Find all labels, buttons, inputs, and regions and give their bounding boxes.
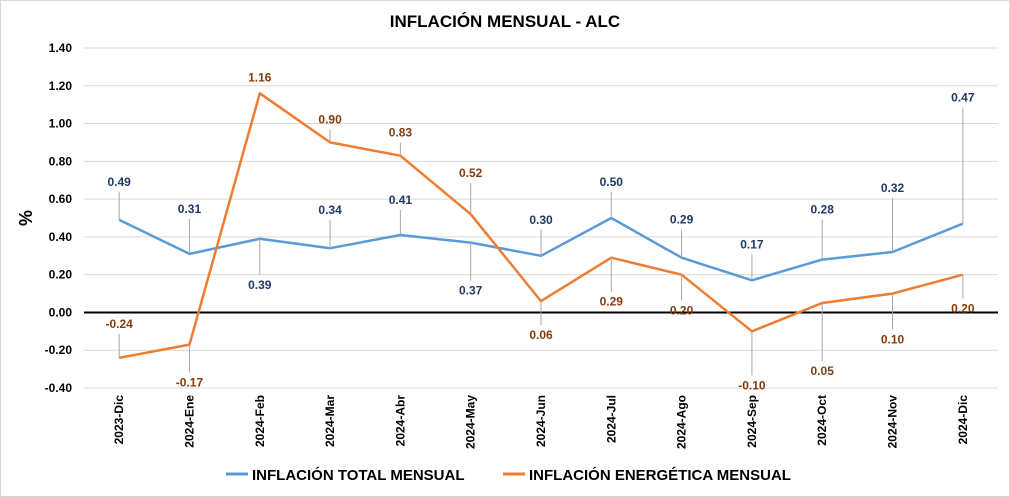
data-label: 0.30 [529, 213, 553, 227]
data-label: 0.52 [459, 166, 483, 180]
x-tick-label: 2023-Dic [112, 395, 126, 445]
data-label: 0.17 [740, 237, 764, 251]
data-label: -0.24 [105, 317, 133, 331]
data-label: 0.50 [600, 175, 624, 189]
data-label: 0.10 [881, 333, 905, 347]
data-label: 0.34 [318, 203, 342, 217]
y-tick-label: 1.00 [49, 117, 73, 131]
data-label: 0.31 [178, 202, 202, 216]
gridlines [84, 47, 998, 389]
x-tick-label: 2024-Jul [604, 395, 618, 443]
x-tick-label: 2024-Ago [675, 395, 689, 449]
x-tick-label: 2024-Abr [393, 395, 407, 447]
x-tick-label: 2024-Dic [956, 395, 970, 445]
legend-label: INFLACIÓN TOTAL MENSUAL [252, 466, 465, 484]
data-label: 0.05 [811, 364, 835, 378]
y-tick-label: -0.40 [45, 381, 73, 395]
x-tick-label: 2024-Mar [323, 395, 337, 447]
chart-title: INFLACIÓN MENSUAL - ALC [390, 12, 620, 31]
y-tick-label: 1.20 [49, 79, 73, 93]
x-tick-label: 2024-May [464, 395, 478, 449]
data-label: 0.06 [529, 328, 553, 342]
y-tick-label: 1.40 [49, 41, 73, 55]
data-label: 0.29 [670, 213, 694, 227]
y-tick-label: 0.40 [49, 230, 73, 244]
data-label: 0.20 [670, 304, 694, 318]
data-label: 0.90 [318, 112, 342, 126]
data-label: 0.29 [600, 295, 624, 309]
legend-label: INFLACIÓN ENERGÉTICA MENSUAL [529, 466, 791, 484]
x-tick-label: 2024-Feb [253, 395, 267, 447]
x-tick-label: 2024-Sep [745, 395, 759, 448]
y-tick-label: -0.20 [45, 343, 73, 357]
y-tick-label: 0.60 [49, 192, 73, 206]
legend: INFLACIÓN TOTAL MENSUAL INFLACIÓN ENERGÉT… [226, 466, 791, 484]
x-tick-label: 2024-Jun [534, 395, 548, 447]
data-label: 1.16 [248, 70, 272, 84]
data-label: -0.17 [176, 376, 204, 390]
data-label: 0.20 [951, 302, 975, 316]
x-tick-label: 2024-Oct [815, 395, 829, 446]
data-label: 0.83 [389, 126, 413, 140]
data-label: 0.28 [811, 203, 835, 217]
x-axis-ticks: 2023-Dic 2024-Ene 2024-Feb 2024-Mar 2024-Abr… [112, 395, 970, 449]
y-tick-label: 0.80 [49, 154, 73, 168]
y-tick-label: 0.20 [49, 268, 73, 282]
data-label: -0.10 [738, 378, 766, 392]
y-tick-label: 0.00 [49, 305, 73, 319]
x-tick-label: 2024-Ene [182, 395, 196, 448]
data-label: 0.39 [248, 278, 272, 292]
y-axis-label: % [16, 210, 36, 226]
data-label: 0.32 [881, 181, 905, 195]
data-label: 0.37 [459, 284, 483, 298]
x-tick-label: 2024-Nov [886, 395, 900, 449]
data-labels: 0.49 0.31 0.39 0.34 0.41 0.37 0.30 0.50 0.29 0.17… [105, 70, 974, 392]
data-label: 0.41 [389, 193, 413, 207]
data-label: 0.49 [107, 175, 131, 189]
data-label: 0.47 [951, 91, 975, 105]
y-axis-ticks: 1.40 1.20 1.00 0.80 0.60 0.40 0.20 0.00 -0.20 -0.… [45, 41, 73, 395]
